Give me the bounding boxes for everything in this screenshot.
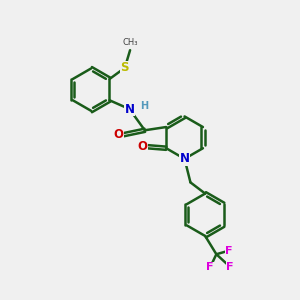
Text: F: F xyxy=(226,262,233,272)
Text: CH₃: CH₃ xyxy=(122,38,138,46)
Text: N: N xyxy=(180,152,190,165)
Text: O: O xyxy=(138,140,148,153)
Text: H: H xyxy=(140,100,148,110)
Text: N: N xyxy=(124,103,134,116)
Text: S: S xyxy=(121,61,129,74)
Text: F: F xyxy=(206,262,214,272)
Text: O: O xyxy=(113,128,123,141)
Text: F: F xyxy=(225,246,232,256)
